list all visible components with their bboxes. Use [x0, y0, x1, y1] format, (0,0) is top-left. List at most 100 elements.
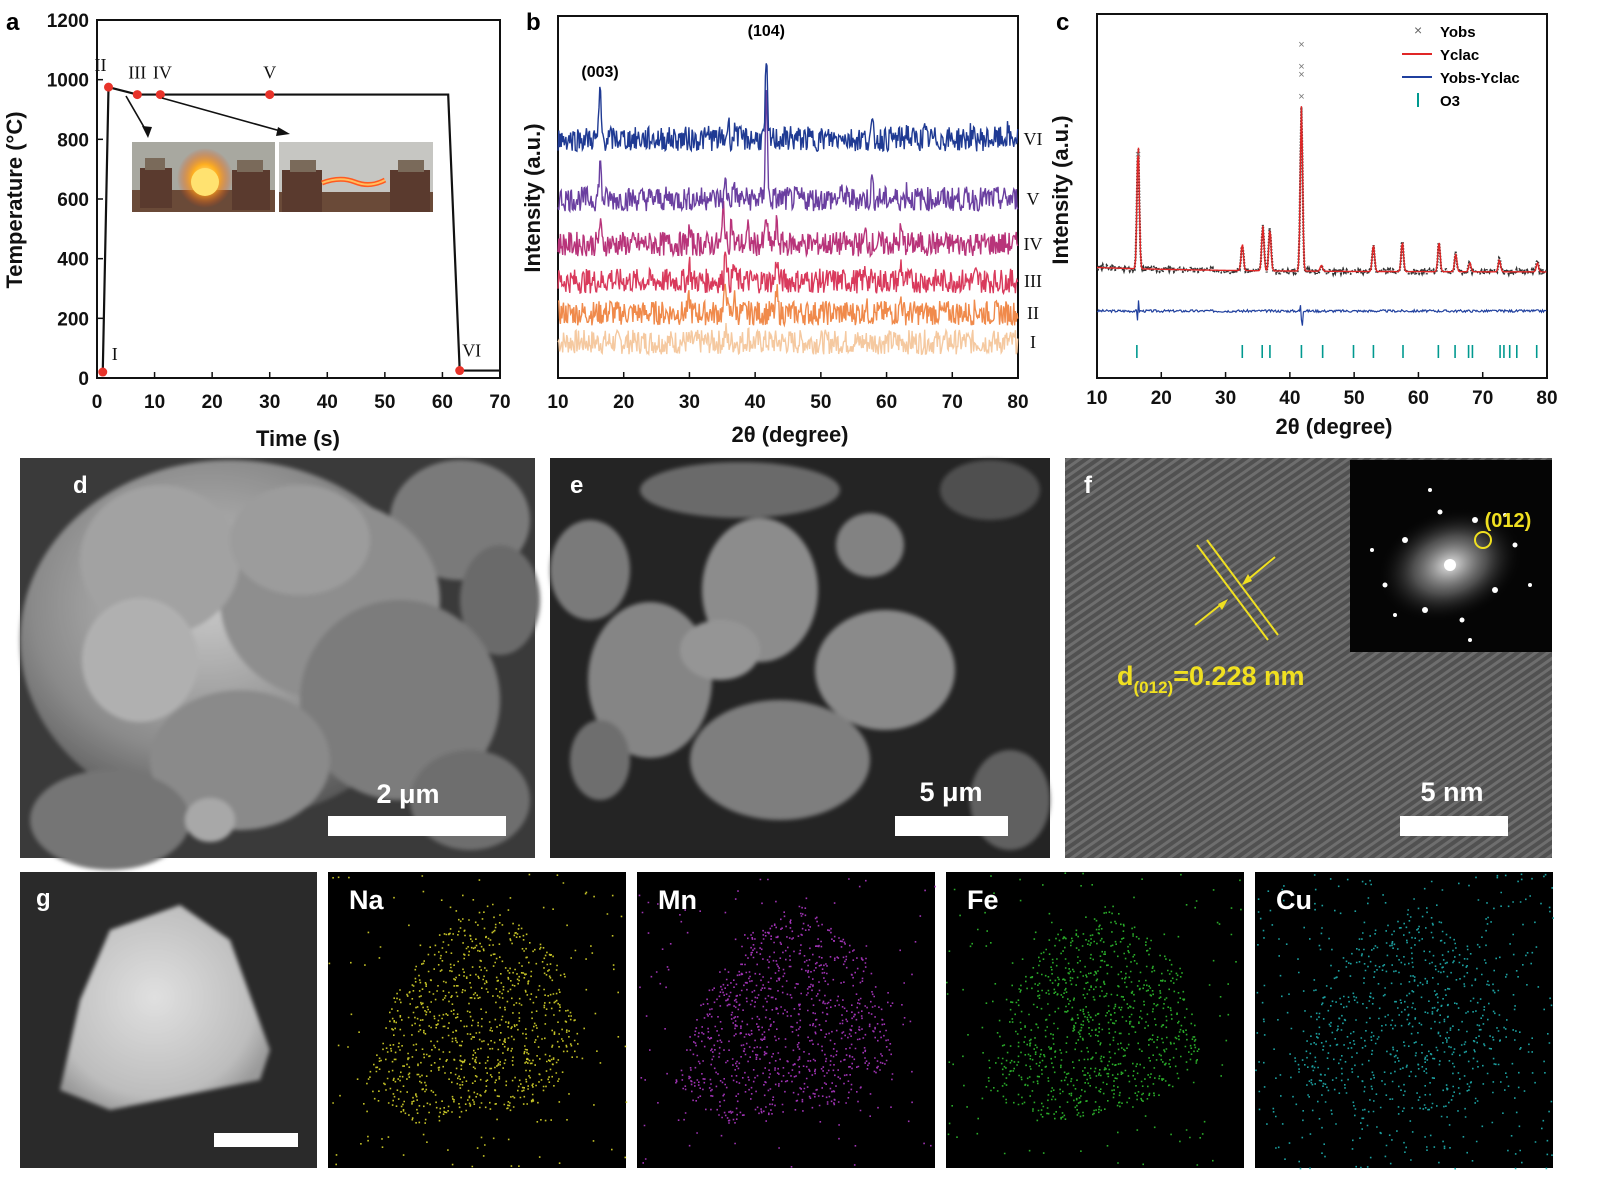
panel-letter-b: b: [526, 9, 541, 36]
scale-bar: [328, 816, 506, 836]
sample-label-VI: VI: [1024, 129, 1043, 149]
legend-yclac: Yclac: [1440, 47, 1479, 64]
sample-label-IV: IV: [1024, 234, 1043, 254]
x-ticks: 0 10 20 30 40 50 60 70: [92, 372, 511, 413]
scale-bar-label: 5 μm: [919, 777, 982, 807]
xrd-pattern-I: [557, 323, 1019, 357]
scale-bar-label: 5 nm: [1420, 777, 1483, 807]
stage-point-V: [265, 90, 275, 100]
x-tick-label: 50: [810, 392, 831, 413]
y-tick-label: 400: [57, 250, 89, 271]
y-tick-label: 1200: [47, 11, 89, 32]
y-tick-label: 1000: [47, 71, 89, 92]
eds-map-mn: Mn: [637, 872, 936, 1168]
peak-label-104: (104): [748, 23, 785, 40]
x-tick-label: 40: [317, 392, 338, 413]
scale-bar: [895, 816, 1008, 836]
panel-letter-f: f: [1084, 472, 1093, 499]
panel-a-temperature-chart: a 0 10 20 30 40 50 60 70 020040060080010001200 …: [2, 9, 511, 451]
x-tick-label: 40: [745, 392, 766, 413]
legend-diff: Yobs-Yclac: [1440, 70, 1520, 87]
stage-label-III: III: [128, 63, 146, 83]
stage-label-I: I: [112, 344, 118, 364]
y-tick-label: 0: [78, 369, 89, 390]
sample-label-V: V: [1027, 189, 1040, 209]
eds-map-background: [1255, 872, 1553, 1168]
panel-letter-a: a: [6, 9, 20, 36]
x-ticks: 10 20 30 40 50 60 70 80: [547, 372, 1029, 413]
panel-g-haadf: g: [20, 872, 317, 1168]
y-tick-label: 200: [57, 309, 89, 330]
eds-label-fe: Fe: [967, 885, 999, 915]
y-tick-label: 800: [57, 130, 89, 151]
x-tick-label: 30: [679, 392, 700, 413]
scale-bar: [1400, 816, 1508, 836]
yobs-curve: [1096, 107, 1547, 279]
panel-letter-d: d: [73, 472, 88, 499]
x-tick-label: 10: [547, 392, 568, 413]
stage-point-III: [132, 90, 142, 100]
eds-signal-cu: [1255, 873, 1554, 1170]
fft-spots: [1370, 488, 1532, 642]
stage-label-VI: VI: [462, 341, 481, 361]
scale-bar: [214, 1133, 298, 1147]
sample-label-III: III: [1024, 271, 1042, 291]
legend-yobs: Yobs: [1440, 24, 1476, 41]
arrowhead-2: [276, 127, 290, 136]
panel-letter-g: g: [36, 885, 51, 912]
x-tick-label: 70: [942, 392, 963, 413]
rietveld-curves: ×××××: [1096, 39, 1547, 358]
panel-c-rietveld: c 10 20 30 40 50 60 70 80 2θ (degree) Intensity…: [1048, 9, 1558, 439]
xrd-pattern-VI: [557, 63, 1019, 153]
yobs-marker: ×: [1298, 61, 1304, 73]
eds-map-fe: Fe: [946, 872, 1244, 1168]
stage-point-IV: [155, 90, 165, 100]
eds-map-cu: Cu: [1255, 872, 1554, 1170]
arrow-to-photo-2: [161, 97, 285, 133]
yobs-marker: ×: [1298, 69, 1304, 81]
x-tick-label: 60: [876, 392, 897, 413]
xrd-pattern-IV: [557, 201, 1019, 259]
xrd-patterns: [557, 63, 1019, 357]
stage-point-VI: [455, 366, 465, 376]
panel-e-sem-image: e 5 μm: [550, 458, 1050, 858]
x-tick-label: 80: [1007, 392, 1028, 413]
fringe-line-2: [1206, 539, 1279, 636]
eds-label-cu: Cu: [1276, 885, 1312, 915]
x-axis-label: Time (s): [256, 426, 340, 451]
x-tick-label: 10: [1086, 388, 1107, 409]
sample-label-II: II: [1027, 303, 1039, 323]
panel-d-sem-image: d 2 μm: [20, 458, 540, 870]
yobs-marker: ×: [1298, 39, 1304, 51]
x-axis-label: 2θ (degree): [731, 422, 848, 447]
arrowhead-1: [142, 126, 152, 138]
plot-frame: [557, 15, 1019, 379]
x-tick-label: 30: [1215, 388, 1236, 409]
x-tick-label: 60: [432, 392, 453, 413]
eds-map-background: [946, 872, 1244, 1168]
eds-maps: Na Mn Fe Cu: [328, 872, 1554, 1170]
peak-label-003: (003): [581, 64, 618, 81]
yclac-curve: [1097, 106, 1547, 273]
xrd-pattern-III: [557, 251, 1019, 296]
x-tick-label: 70: [1472, 388, 1493, 409]
y-axis-label: Intensity (a.u.): [520, 123, 545, 272]
stage-points: III III IV VVI: [95, 55, 481, 377]
eds-label-mn: Mn: [658, 885, 697, 915]
y-axis-label: Temperature (°C): [2, 111, 27, 288]
x-tick-label: 10: [144, 392, 165, 413]
x-tick-label: 20: [202, 392, 223, 413]
y-axis-label: Intensity (a.u.): [1048, 115, 1073, 264]
y-tick-label: 600: [57, 190, 89, 211]
x-axis-label: 2θ (degree): [1275, 414, 1392, 439]
legend-o3: O3: [1440, 93, 1460, 110]
legend: × Yobs Yclac Yobs-Yclac O3: [1402, 22, 1520, 110]
x-tick-label: 40: [1279, 388, 1300, 409]
x-tick-label: 80: [1536, 388, 1557, 409]
sample-label-I: I: [1030, 332, 1036, 352]
temperature-line: [101, 85, 500, 373]
x-tick-label: 0: [92, 392, 103, 413]
panel-f-hrtem-image: f (012) d(012)=0.228 nm 5 nm: [1065, 458, 1552, 858]
panel-letter-c: c: [1056, 9, 1069, 36]
